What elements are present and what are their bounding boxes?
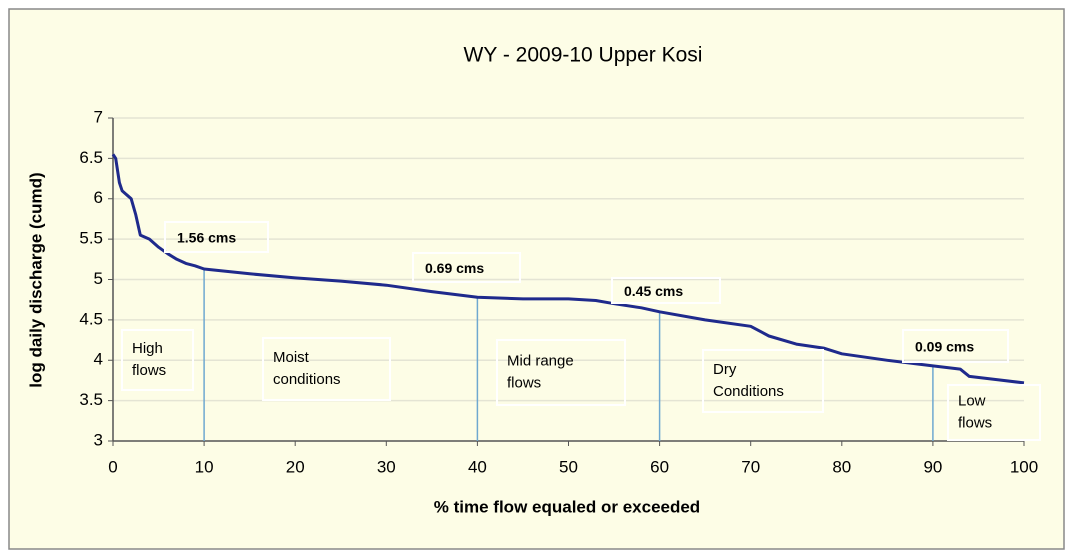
value-label: 0.45 cms	[624, 283, 683, 299]
x-tick-label: 60	[650, 457, 669, 476]
region-box	[262, 337, 391, 401]
y-tick-label: 6.5	[79, 148, 103, 167]
region-box	[947, 384, 1041, 441]
x-axis-label: % time flow equaled or exceeded	[434, 497, 700, 516]
y-tick-label: 5.5	[79, 229, 103, 248]
region-label: flows	[507, 374, 541, 391]
x-tick-label: 40	[468, 457, 487, 476]
y-tick-label: 7	[94, 107, 103, 126]
value-label-box	[164, 221, 269, 253]
value-label-box	[412, 252, 521, 283]
region-box	[121, 329, 194, 391]
y-tick-label: 3	[94, 430, 103, 449]
x-tick-label: 0	[108, 457, 117, 476]
x-tick-label: 30	[377, 457, 396, 476]
y-tick-label: 5	[94, 269, 103, 288]
y-tick-label: 3.5	[79, 390, 103, 409]
y-axis-label: log daily discharge (cumd)	[26, 172, 45, 387]
y-tick-label: 4.5	[79, 309, 103, 328]
x-tick-label: 20	[286, 457, 305, 476]
value-label: 0.09 cms	[915, 339, 974, 355]
region-label: Moist	[273, 349, 310, 366]
value-label-box	[611, 277, 721, 304]
region-box	[702, 349, 824, 413]
region-box	[496, 339, 626, 406]
flow-curve	[111, 153, 1025, 385]
region-label: Mid range	[507, 352, 574, 369]
x-tick-label: 50	[559, 457, 578, 476]
y-tick-label: 6	[94, 188, 103, 207]
region-label: Low	[958, 392, 986, 409]
region-label: Dry	[713, 361, 737, 378]
x-tick-label: 90	[923, 457, 942, 476]
y-tick-label: 4	[94, 350, 103, 369]
region-label: flows	[132, 362, 166, 379]
value-label: 1.56 cms	[177, 230, 236, 246]
chart-title: WY - 2009-10 Upper Kosi	[464, 44, 703, 67]
region-label: conditions	[273, 371, 341, 388]
region-label: High	[132, 340, 163, 357]
x-tick-label: 80	[832, 457, 851, 476]
x-tick-label: 70	[741, 457, 760, 476]
region-label: flows	[958, 414, 992, 431]
value-label: 0.69 cms	[425, 260, 484, 276]
value-label-box	[902, 329, 1009, 363]
x-tick-label: 10	[195, 457, 214, 476]
x-tick-label: 100	[1010, 457, 1038, 476]
region-label: Conditions	[713, 383, 784, 400]
